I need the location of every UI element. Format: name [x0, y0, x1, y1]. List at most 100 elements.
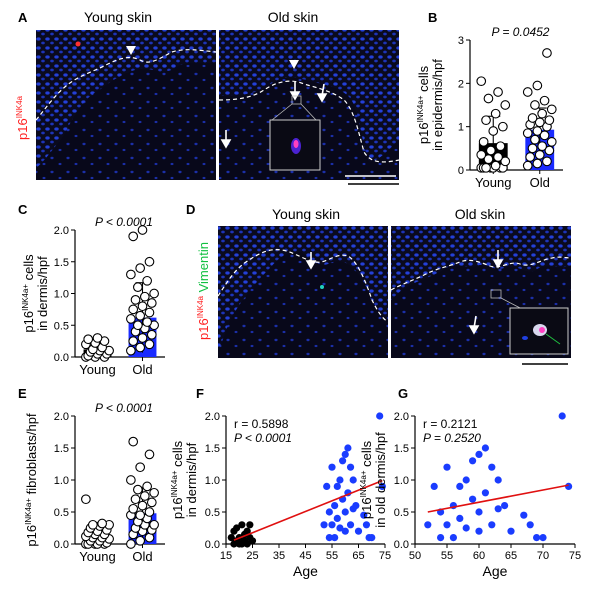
data-point [144, 307, 155, 318]
data-point [542, 156, 552, 167]
x-tick-label: 75 [379, 550, 391, 562]
scatter-point [320, 521, 328, 529]
y-tick-label: 2.0 [394, 411, 409, 423]
data-point [478, 136, 489, 147]
data-point [530, 100, 540, 110]
x-axis-label: Age [483, 563, 508, 579]
data-point [542, 48, 552, 58]
scatter-point [475, 450, 483, 458]
y-axis-label-line2-c: in dermis/hpf [35, 256, 50, 331]
scatter-point [456, 514, 464, 523]
y-tick-label: 0.0 [394, 539, 409, 551]
data-point [81, 494, 91, 505]
y-tick-label: 1.5 [54, 443, 69, 455]
x-tick-label: 70 [537, 550, 549, 562]
scatter-point [346, 521, 355, 529]
scatter-point [443, 521, 451, 529]
scatter-point [488, 463, 496, 471]
young-skin-title-d: Young skin [272, 206, 340, 222]
y-axis-label-e: p16INK4a+ fibroblasts/hpf [24, 413, 39, 547]
scatter-point [362, 521, 371, 529]
data-point [476, 149, 487, 160]
data-point [126, 475, 136, 485]
y-tick-label: 1.0 [54, 289, 69, 301]
x-tick-label: Old [132, 549, 152, 564]
data-point [130, 494, 141, 505]
data-point [532, 80, 543, 91]
x-tick-label: 55 [326, 550, 338, 562]
data-point [142, 481, 152, 492]
data-point [144, 449, 155, 460]
scatter-point [341, 450, 349, 458]
stain-label-d: p16INK4a Vimentin [196, 242, 211, 340]
x-axis-label: Age [293, 563, 318, 579]
data-point [126, 345, 136, 356]
y-axis-label-b: p16INK4a+ cells [416, 65, 431, 144]
x-tick-label: Old [530, 175, 550, 190]
scatter-point [243, 540, 251, 548]
y-tick-label: 1.5 [54, 257, 69, 269]
data-point [539, 95, 550, 106]
data-point [135, 342, 146, 353]
y-axis-label-f: p16INK4a+ cells [170, 440, 185, 519]
scatter-point [243, 527, 251, 535]
y-axis-label-g: p16INK4a+ cells [359, 440, 374, 519]
data-point [525, 152, 535, 162]
epidermis-border-old-a [218, 80, 400, 163]
y-tick-label: 1.0 [54, 475, 69, 487]
data-point [133, 282, 143, 293]
y-tick-label: 0.5 [394, 507, 409, 519]
data-point [483, 93, 494, 104]
data-point [130, 295, 141, 305]
data-point [87, 519, 98, 530]
scatter-point [520, 511, 528, 519]
data-point [481, 115, 491, 126]
data-point [483, 154, 494, 165]
scatter-point [339, 457, 347, 465]
x-tick-label: 65 [505, 550, 517, 562]
scatter-point [360, 511, 368, 519]
scatter-point [328, 521, 336, 529]
scatter-point [328, 463, 336, 471]
scatter-point [539, 534, 547, 542]
y-tick-label: 0.0 [205, 539, 220, 551]
correlation-r: r = 0.5898 [234, 417, 289, 431]
x-tick-label: 15 [220, 550, 232, 562]
data-point [144, 339, 155, 350]
old-skin-title-d: Old skin [455, 206, 506, 222]
data-point [522, 128, 533, 139]
y-axis-label-line2-f: in dermis/hpf [184, 442, 199, 517]
data-point [544, 145, 555, 156]
x-tick-label: 60 [473, 550, 485, 562]
data-point [135, 310, 146, 321]
data-point [527, 113, 538, 123]
x-tick-label: 45 [299, 550, 311, 562]
scatter-point [462, 524, 470, 532]
data-point [128, 336, 139, 346]
data-point [135, 462, 146, 473]
scatter-point [501, 502, 509, 510]
scatter-point [558, 412, 566, 420]
x-tick-label: 25 [246, 550, 258, 562]
y-tick-label: 0.5 [54, 507, 69, 519]
scatter-point [354, 527, 363, 535]
scatter-point [227, 534, 235, 542]
data-point [142, 275, 152, 286]
data-point [92, 333, 103, 343]
y-tick-label: 1 [458, 122, 464, 134]
scatter-point [475, 527, 483, 535]
data-point [126, 269, 136, 280]
data-point [522, 87, 533, 97]
panel-label-c: C [18, 202, 28, 217]
micrograph-young-a [35, 30, 217, 180]
scatter-point [346, 463, 355, 471]
data-point [128, 304, 139, 315]
scatter-point [378, 482, 386, 490]
panel-label-a: A [18, 10, 28, 25]
x-tick-label: 65 [352, 550, 364, 562]
regression-line [427, 484, 569, 513]
y-tick-label: 1.5 [205, 443, 220, 455]
correlation-r: r = 0.2121 [423, 417, 478, 431]
data-point [481, 162, 491, 173]
data-point [135, 510, 146, 521]
